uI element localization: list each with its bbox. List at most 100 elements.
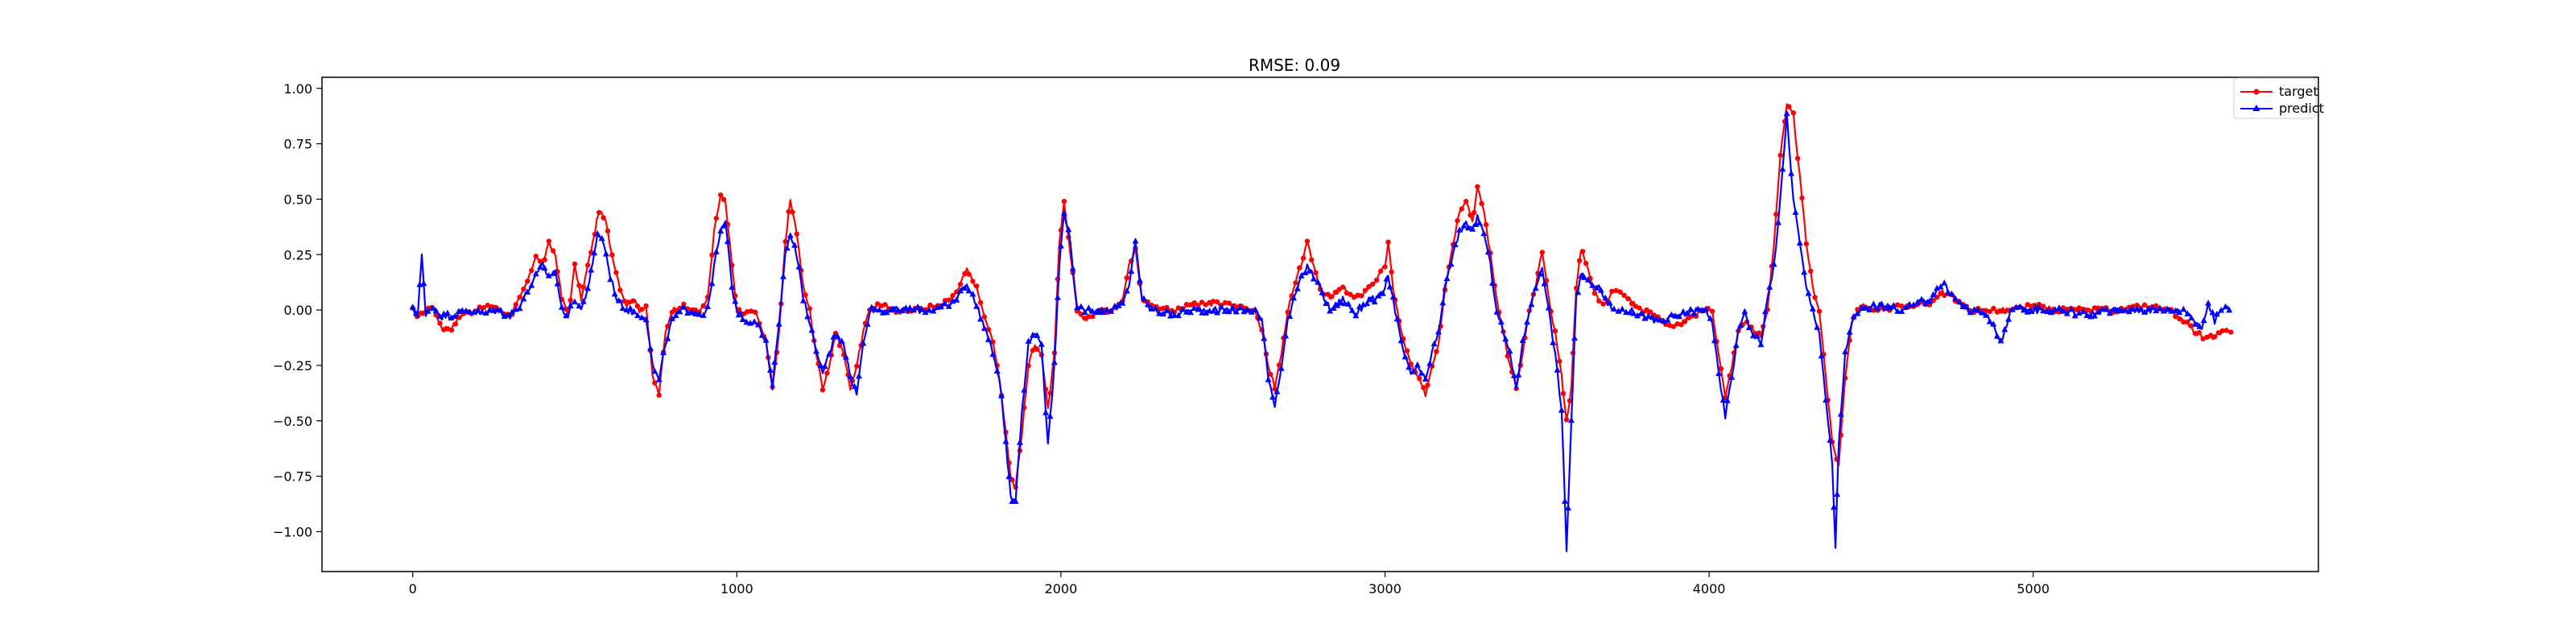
series-predict-point (1683, 309, 1690, 316)
series-predict-point (918, 305, 925, 312)
series-predict-point (1668, 311, 1675, 318)
series-predict-point (1302, 269, 1309, 275)
series-target-point (1336, 287, 1342, 292)
series-predict-point (1005, 473, 1013, 480)
series-predict-point (1707, 315, 1714, 321)
series-target-point (2095, 305, 2101, 311)
series-predict-point (1152, 304, 1159, 311)
series-predict-point (786, 232, 794, 238)
series-target-point (1637, 305, 1642, 311)
series-predict-point (1174, 312, 1182, 319)
series-predict-point (655, 376, 663, 382)
series-predict-point (985, 336, 992, 342)
series-predict-point (1645, 312, 1652, 319)
series-target-point (517, 294, 522, 300)
series-predict-point (1315, 279, 1322, 285)
series-predict-point (926, 307, 933, 313)
series-predict-point (1464, 224, 1472, 231)
series-target-point (1552, 328, 1558, 334)
series-predict-point (1367, 295, 1374, 303)
series-target-point (1709, 308, 1715, 314)
series-predict-point (1397, 336, 1405, 344)
series-predict-point (1038, 341, 1045, 347)
series-target-point (1629, 301, 1635, 307)
series-predict-point (558, 303, 565, 310)
series-predict-point (1515, 371, 1522, 378)
series-predict-point (957, 287, 964, 294)
plot-frame (321, 76, 2319, 572)
y-tick-label: 0.75 (283, 137, 312, 152)
series-target-point (1560, 390, 1567, 396)
series-predict-point (860, 340, 867, 346)
series-target-point (990, 339, 996, 345)
series-target-point (1030, 348, 1036, 353)
series-target-point (1799, 195, 1805, 201)
series-predict-point (1274, 388, 1281, 394)
legend-predict-label: predict (2279, 101, 2324, 116)
series-predict-point (1046, 412, 1054, 419)
series-predict-point (1679, 308, 1686, 315)
series-target-point (634, 303, 641, 309)
series-predict-point (1282, 332, 1290, 339)
series-predict-point (1846, 328, 1853, 335)
series-predict-point (771, 358, 778, 365)
series-target-point (1567, 398, 1573, 403)
series-target-point (601, 215, 606, 221)
series-predict-point (775, 320, 782, 327)
series-predict-point (563, 312, 570, 319)
series-target-point (456, 315, 462, 320)
series-predict-point (676, 308, 683, 315)
series-predict-point (1562, 497, 1568, 504)
series-predict-point (1728, 374, 1736, 380)
series-predict-point (1265, 376, 1272, 382)
series-predict-point (2218, 307, 2225, 313)
series-predict-point (791, 242, 799, 248)
series-predict-point (1886, 303, 1893, 311)
series-predict-point (444, 309, 451, 316)
series-predict-point (1352, 312, 1360, 319)
series-target-point (2040, 303, 2046, 309)
series-target-point (1191, 300, 1197, 306)
series-predict-point (2188, 314, 2195, 321)
series-predict-point (1170, 312, 1178, 318)
series-predict-point (969, 291, 976, 297)
series-target-point (1472, 209, 1477, 216)
series-predict-point (1191, 304, 1198, 311)
series-predict-point (1310, 275, 1317, 282)
series-target-point (639, 307, 645, 312)
series-predict-point (1524, 318, 1530, 325)
series-target-point (1195, 303, 1201, 308)
series-predict-point (1719, 396, 1727, 403)
series-target-point (1366, 283, 1372, 290)
series-target-point (950, 292, 956, 299)
series-predict-point (1597, 287, 1604, 293)
series-predict-point (651, 367, 658, 374)
series-predict-point (1345, 300, 1352, 307)
series-predict-point (1757, 341, 1765, 348)
series-predict-point (2091, 312, 2098, 319)
series-predict-point (2017, 303, 2024, 310)
series-target-point (2215, 330, 2222, 336)
series-target-point (1895, 302, 1901, 308)
series-target-point (974, 283, 980, 289)
series-predict-point (989, 350, 997, 357)
series-predict-point (409, 303, 416, 310)
series-predict-point (1248, 308, 1255, 315)
series-predict-point (1435, 328, 1442, 335)
series-predict-point (973, 303, 980, 309)
series-predict-point (998, 392, 1005, 398)
series-target-point (709, 252, 715, 258)
series-target-point (794, 231, 799, 237)
series-predict-point (1356, 303, 1363, 309)
series-target-point (1674, 321, 1680, 327)
series-predict-point (1761, 308, 1769, 315)
series-predict-point (708, 279, 716, 287)
series-target-point (1991, 305, 1996, 312)
series-predict-point (1469, 225, 1476, 232)
series-predict-point (1910, 301, 1918, 308)
series-predict-point (1796, 239, 1803, 246)
series-predict-point (1870, 300, 1877, 307)
series-predict-point (2032, 303, 2039, 310)
series-predict-point (1214, 309, 1221, 316)
series-predict-point (1334, 302, 1341, 308)
